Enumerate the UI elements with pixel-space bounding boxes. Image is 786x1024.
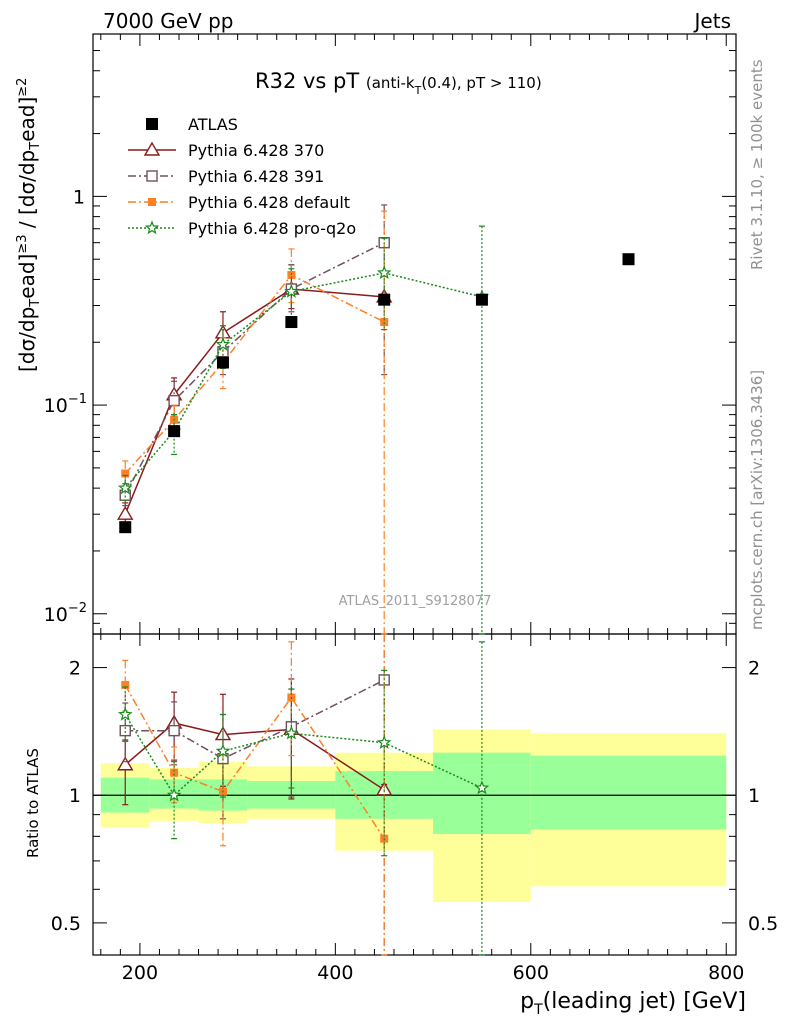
main-y-tick-label: 10−1 — [44, 392, 87, 417]
ratio-p391-point — [168, 724, 180, 737]
ratio-pq2o-point — [166, 787, 182, 802]
legend-pq2o-label: Pythia 6.428 pro-q2o — [188, 219, 356, 238]
ratio-p370-point — [117, 756, 134, 771]
legend-data-label: ATLAS — [188, 115, 238, 134]
ratio-p391-line — [125, 679, 385, 760]
main-p391-line — [124, 242, 385, 496]
x-tick-label: 800 — [708, 962, 744, 984]
header-process-label: Jets — [693, 9, 731, 33]
ratio-pq2o-point — [284, 725, 299, 740]
ratio-uncertainty-bands — [100, 729, 727, 903]
plot-frames — [92, 33, 737, 956]
legend-pq2o-marker — [144, 220, 160, 235]
ratio-y-tick-label-right: 1 — [748, 785, 760, 807]
axis-ticks: 200 400 600 800 1 10−1 10−2 0.5 0.5 1 1 2 2 — [44, 33, 778, 984]
ratio-pdefault-point — [170, 768, 179, 777]
main-y-tick-label: 1 — [73, 186, 85, 208]
legend-atlas-marker — [146, 118, 158, 130]
ratio-pq2o-point — [376, 735, 392, 749]
main-pdefault-point — [287, 271, 296, 280]
ratio-y-tick-label: 2 — [69, 658, 81, 680]
main-y-axis-label: [dσ/dpTead]≥3 / [dσ/dpTead]≥2 — [15, 78, 43, 372]
x-axis-label: pT(leading jet) [GeV] — [520, 989, 746, 1018]
legend-p391-label: Pythia 6.428 391 — [188, 167, 324, 186]
main-p391-point — [168, 394, 180, 407]
ratio-pq2o-point — [474, 780, 490, 795]
rivet-version-label: Rivet 3.1.10, ≥ 100k events — [748, 59, 766, 270]
main-atlas-point — [285, 316, 298, 329]
band-inner-6 — [530, 755, 727, 830]
ratio-y-tick-label-right: 0.5 — [748, 913, 778, 935]
legend: ATLAS Pythia 6.428 370 Pythia 6.428 391 Pyt… — [128, 115, 356, 238]
ratio-y-axis-label: Ratio to ATLAS — [24, 748, 42, 858]
main-atlas-point — [622, 253, 635, 266]
main-p370-point — [117, 505, 134, 520]
main-pq2o-point — [215, 336, 231, 351]
main-pdefault-line — [124, 274, 385, 475]
ratio-y-tick-label-right: 2 — [748, 658, 760, 680]
main-pdefault-point — [121, 469, 130, 478]
ratio-y-tick-label: 0.5 — [51, 913, 81, 935]
legend-p391-marker — [146, 170, 158, 182]
ratio-pdefault-line — [124, 684, 385, 840]
main-pq2o-point — [284, 283, 299, 298]
data-series — [117, 204, 635, 956]
x-tick-label: 400 — [317, 962, 353, 984]
band-inner-5 — [433, 752, 531, 835]
ratio-pdefault-point — [121, 680, 130, 689]
x-tick-label: 200 — [122, 962, 158, 984]
analysis-id-label: ATLAS_2011_S9128077 — [339, 594, 492, 609]
legend-pdefault-marker — [148, 198, 156, 206]
mcplots-credit-label: mcplots.cern.ch [arXiv:1306.3436] — [748, 370, 766, 630]
main-atlas-point — [378, 293, 391, 306]
main-pq2o-point — [117, 480, 133, 495]
header-energy-label: 7000 GeV pp — [103, 9, 234, 33]
ratio-pq2o-point — [215, 743, 231, 758]
main-pq2o-line — [124, 272, 483, 489]
chart-title: R32 vs pT (anti-kT(0.4), pT > 110) — [255, 69, 542, 97]
x-tick-label: 600 — [513, 962, 549, 984]
main-atlas-point — [216, 356, 229, 369]
main-atlas-point — [168, 425, 181, 438]
main-pdefault-point — [380, 318, 389, 327]
legend-p370-marker — [143, 141, 161, 156]
main-y-tick-label: 10−2 — [44, 601, 87, 626]
main-pq2o-point — [376, 265, 392, 280]
ratio-pq2o-point — [117, 706, 133, 721]
legend-p370-label: Pythia 6.428 370 — [188, 141, 324, 160]
main-atlas-point — [475, 293, 488, 306]
ratio-y-tick-label: 1 — [69, 785, 81, 807]
main-atlas-point — [119, 521, 132, 534]
legend-pdefault-label: Pythia 6.428 default — [188, 193, 350, 212]
ratio-frame — [92, 633, 737, 956]
